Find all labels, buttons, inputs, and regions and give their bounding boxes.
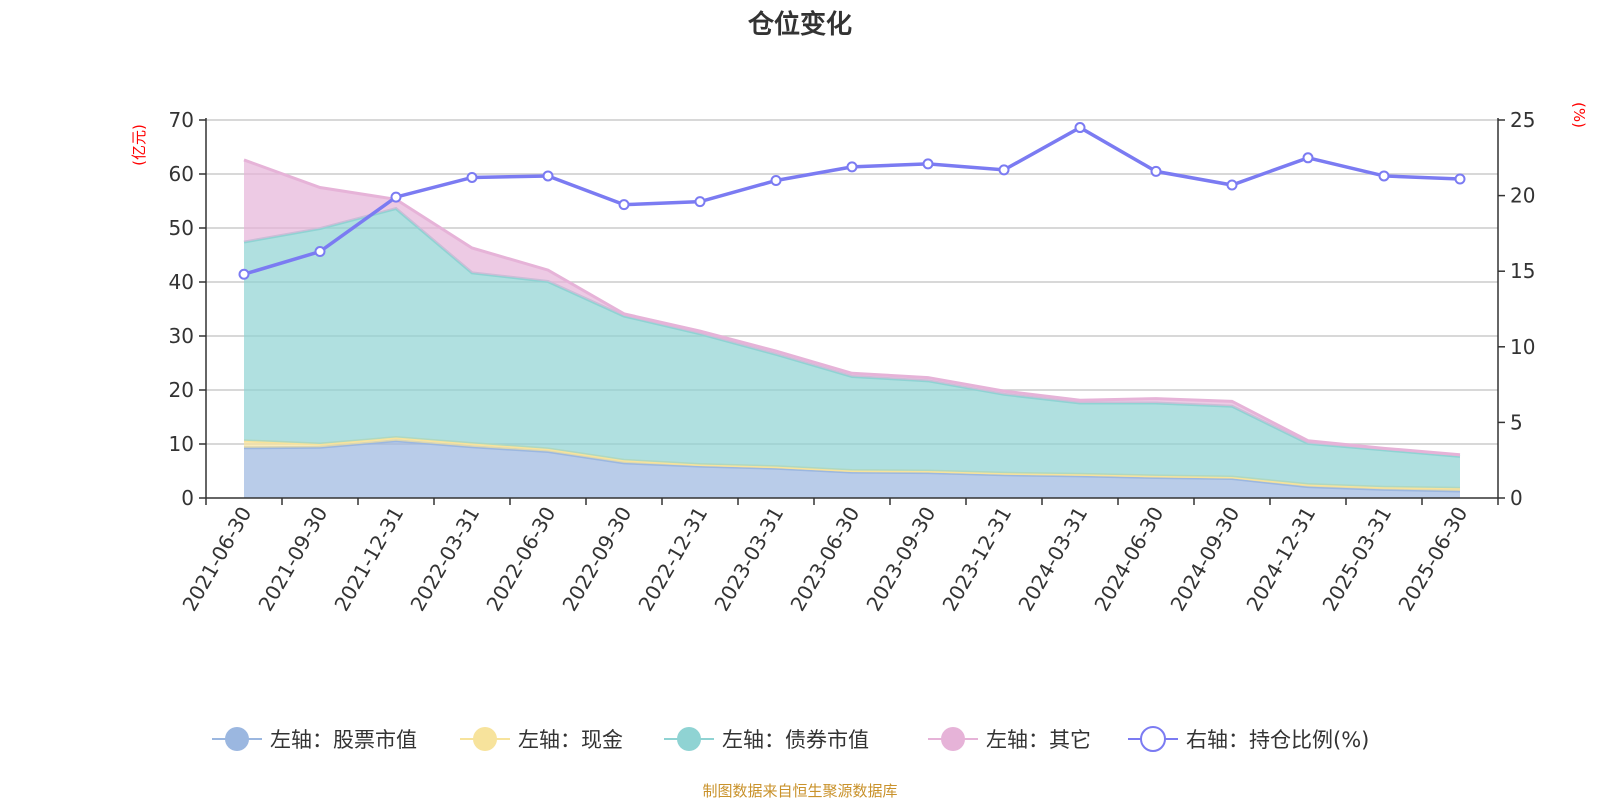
- legend-circle-icon: [225, 727, 249, 751]
- legend-circle-icon: [941, 727, 965, 751]
- legend-item[interactable]: 右轴：持仓比例(%): [1128, 726, 1369, 752]
- x-tick-label: 2024-09-30: [1165, 503, 1244, 616]
- right-tick-label: 25: [1510, 108, 1535, 132]
- right-tick-label: 5: [1510, 410, 1523, 434]
- legend-item[interactable]: 左轴：股票市值: [212, 727, 417, 752]
- x-tick-label: 2022-03-31: [405, 503, 484, 616]
- ratio-point: [770, 174, 782, 186]
- ratio-point: [238, 268, 250, 280]
- x-tick-label: 2024-03-31: [1013, 503, 1092, 616]
- left-axis-unit: (亿元): [130, 124, 148, 166]
- legend-item[interactable]: 左轴：债券市值: [664, 727, 869, 752]
- x-tick-label: 2023-06-30: [785, 503, 864, 616]
- left-tick-label: 30: [169, 324, 194, 348]
- x-tick-label: 2021-12-31: [329, 503, 408, 616]
- legend-label: 左轴：股票市值: [270, 728, 417, 752]
- ratio-point: [846, 161, 858, 173]
- ratio-line-series: [238, 122, 1466, 280]
- ratio-point: [466, 171, 478, 183]
- area-bond: [244, 208, 1460, 489]
- left-tick-label: 20: [169, 378, 194, 402]
- ratio-point: [1378, 170, 1390, 182]
- legend-label: 左轴：现金: [518, 728, 623, 752]
- right-tick-label: 20: [1510, 184, 1535, 208]
- ratio-point: [1302, 152, 1314, 164]
- legend-label: 左轴：债券市值: [722, 728, 869, 752]
- left-tick-label: 70: [169, 108, 194, 132]
- area-edge-other: [243, 158, 1461, 457]
- x-tick-label: 2023-09-30: [861, 503, 940, 616]
- x-tick-label: 2023-03-31: [709, 503, 788, 616]
- x-tick-label: 2025-03-31: [1317, 503, 1396, 616]
- legend: 左轴：股票市值 左轴：现金 左轴：债券市值 左轴：其它 右轴：持仓比例(%): [212, 726, 1369, 752]
- left-tick-label: 0: [181, 486, 194, 510]
- x-tick-label: 2022-09-30: [557, 503, 636, 616]
- x-tick-label: 2023-12-31: [937, 503, 1016, 616]
- x-tick-label: 2024-12-31: [1241, 503, 1320, 616]
- x-tick-label: 2022-12-31: [633, 503, 712, 616]
- ratio-point: [922, 158, 934, 170]
- chart-title: 仓位变化: [747, 10, 852, 40]
- ratio-point: [1074, 122, 1086, 134]
- ratio-point: [1226, 179, 1238, 191]
- x-tick-label: 2021-09-30: [253, 503, 332, 616]
- x-tick-label: 2025-06-30: [1393, 503, 1472, 616]
- x-tick-label: 2021-06-30: [177, 503, 256, 616]
- legend-label: 左轴：其它: [986, 728, 1091, 752]
- ratio-point: [1150, 165, 1162, 177]
- area-series: [243, 158, 1461, 498]
- left-tick-label: 60: [169, 162, 194, 186]
- right-axis-unit: (%): [1570, 102, 1588, 128]
- legend-circle-icon: [1140, 726, 1166, 752]
- legend-circle-icon: [677, 727, 701, 751]
- x-tick-label: 2024-06-30: [1089, 503, 1168, 616]
- legend-item[interactable]: 左轴：其它: [928, 727, 1091, 752]
- data-source-footer: 制图数据来自恒生聚源数据库: [702, 782, 898, 800]
- ratio-point: [694, 196, 706, 208]
- legend-item[interactable]: 左轴：现金: [460, 727, 623, 752]
- left-tick-label: 50: [169, 216, 194, 240]
- legend-label: 右轴：持仓比例(%): [1186, 728, 1369, 752]
- x-tick-label: 2022-06-30: [481, 503, 560, 616]
- right-tick-label: 10: [1510, 335, 1535, 359]
- ratio-point: [998, 164, 1010, 176]
- legend-circle-icon: [473, 727, 497, 751]
- left-tick-label: 10: [169, 432, 194, 456]
- area-cash: [244, 437, 1460, 491]
- right-tick-label: 0: [1510, 486, 1523, 510]
- ratio-point: [314, 246, 326, 258]
- ratio-point: [1454, 173, 1466, 185]
- left-tick-label: 40: [169, 270, 194, 294]
- ratio-point: [542, 170, 554, 182]
- area-stock: [244, 440, 1460, 498]
- ratio-point: [390, 191, 402, 203]
- ratio-point: [618, 199, 630, 211]
- right-tick-label: 15: [1510, 259, 1535, 283]
